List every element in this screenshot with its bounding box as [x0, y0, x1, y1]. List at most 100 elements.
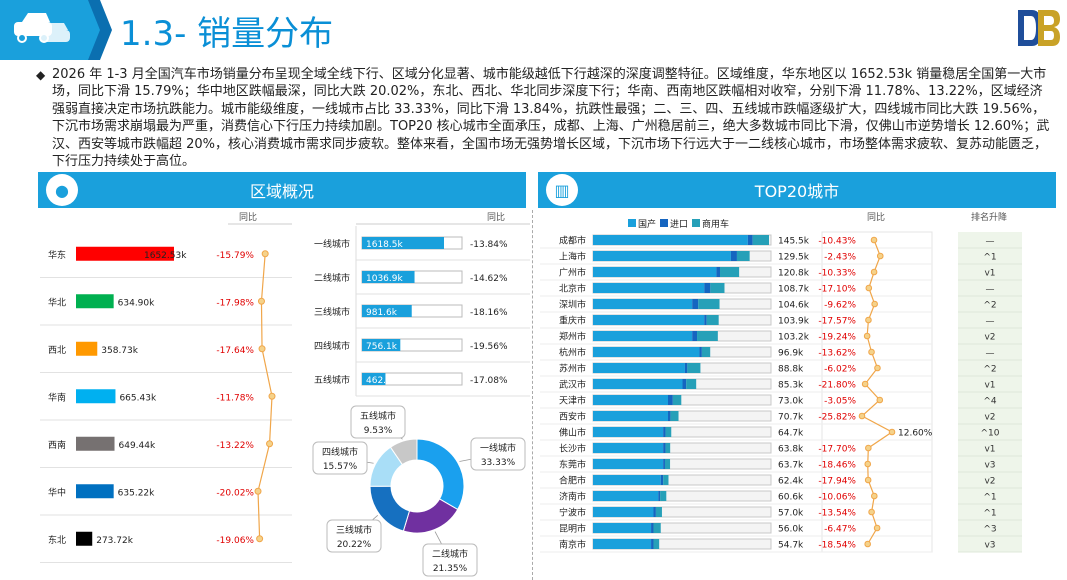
top20-rank-label: v1: [984, 445, 995, 455]
top20-yoy-label: -10.33%: [818, 269, 856, 279]
tier-bar: [362, 339, 401, 351]
top20-rank-label: —: [986, 317, 995, 327]
top20-city-label: 杭州市: [559, 347, 586, 359]
top20-yoy-point: [873, 524, 881, 532]
top20-bar-segment: [664, 459, 671, 469]
top20-city-label: 深圳市: [559, 299, 586, 311]
top20-yoy-label: -13.62%: [818, 349, 856, 359]
top20-total-label: 129.5k: [778, 253, 810, 263]
top20-yoy-label: -19.24%: [818, 333, 856, 343]
top20-total-label: 104.6k: [778, 301, 810, 311]
top20-yoy-point: [874, 364, 881, 372]
top20-total-label: 63.7k: [778, 461, 804, 471]
top20-bar-segment: [593, 363, 685, 373]
title-bar: [0, 0, 112, 60]
top20-rank-label: v2: [984, 333, 995, 343]
top20-city-label: 南京市: [559, 539, 586, 551]
china-map-icon: ●: [46, 174, 78, 206]
city-buildings-icon: ▥: [546, 174, 578, 206]
top20-total-label: 63.8k: [778, 445, 804, 455]
donut-slice: [389, 438, 418, 466]
top20-total-label: 85.3k: [778, 381, 804, 391]
top20-bar-segment: [651, 539, 654, 549]
logo: [1018, 10, 1060, 46]
top20-bar-segment: [684, 363, 688, 373]
tier-bar: [362, 237, 444, 249]
top20-yoy-label: -10.06%: [818, 493, 856, 503]
top20-rank-label: ^4: [983, 397, 997, 407]
top20-bar-segment: [593, 427, 664, 437]
top20-rank-label: ^2: [983, 365, 996, 375]
top20-yoy-label: -17.10%: [818, 285, 856, 295]
top20-city-label: 广州市: [559, 267, 586, 279]
tier-value-label: 981.6k: [366, 308, 398, 318]
region-category-label: 华中: [48, 486, 66, 498]
donut-category-label: 四线城市: [322, 446, 358, 458]
top20-legend-swatch: [692, 219, 700, 227]
region-value-label: 635.22k: [118, 488, 155, 498]
top20-bar-segment: [593, 379, 683, 389]
donut-callout-box: [312, 441, 368, 475]
top20-rank-label: ^1: [983, 493, 996, 503]
top20-bar-segment: [686, 379, 697, 389]
top20-bar-segment: [593, 539, 652, 549]
top20-city-label: 济南市: [559, 491, 586, 503]
top20-yoy-label: -3.05%: [824, 397, 856, 407]
top20-yoy-point: [888, 428, 896, 436]
top20-city-label: 北京市: [559, 283, 586, 295]
top20-bar-segment: [747, 235, 753, 245]
top20-legend-label: 商用车: [702, 218, 729, 230]
region-bar: [76, 294, 114, 309]
tier-value-label: 462.6k: [366, 376, 398, 386]
top20-total-label: 88.8k: [778, 365, 804, 375]
top20-bar-segment: [663, 475, 669, 485]
top20-total-label: 103.2k: [778, 333, 810, 343]
tier-yoy-label: -14.62%: [470, 274, 508, 284]
top20-total-label: 70.7k: [778, 413, 804, 423]
top20-bar-segment: [651, 523, 654, 533]
tier-yoy-label: -13.84%: [470, 240, 508, 250]
top20-bar-segment: [658, 491, 661, 501]
top20-bar-segment: [593, 347, 700, 357]
top20-city-label: 东莞市: [559, 459, 586, 471]
donut-slice: [416, 438, 465, 511]
top20-bar-segment: [667, 395, 673, 405]
top20-yoy-label: -10.43%: [818, 237, 856, 247]
top20-rank-label: ^1: [983, 253, 996, 263]
car-icon: [14, 13, 70, 43]
top20-rank-label: ^1: [983, 509, 996, 519]
tier-value-label: 1036.9k: [366, 274, 403, 284]
top20-city-label: 上海市: [559, 251, 586, 263]
region-value-label: 358.73k: [101, 346, 138, 356]
region-yoy-label: -13.22%: [216, 441, 254, 451]
top20-city-label: 西安市: [559, 411, 586, 423]
tier-bar: [362, 373, 386, 385]
top20-total-label: 57.0k: [778, 509, 804, 519]
top20-bar-segment: [663, 459, 665, 469]
top20-yoy-point: [868, 348, 875, 356]
top20-bar-segment: [660, 491, 667, 501]
top20-yoy-label: -18.46%: [818, 461, 856, 471]
donut-value-label: 21.35%: [433, 564, 468, 574]
top20-yoy-point: [861, 380, 869, 388]
top20-yoy-label-positive: 12.60%: [898, 429, 933, 439]
top20-bar-segment: [653, 539, 660, 549]
tier-value-label: 1618.5k: [366, 240, 403, 250]
top20-city-label: 佛山市: [559, 427, 586, 439]
top20-bar-segment: [701, 347, 711, 357]
region-bar: [76, 484, 114, 499]
top20-rank-header: 排名升降: [971, 211, 1007, 223]
tier-category-label: 二线城市: [314, 272, 350, 284]
top20-bar-segment: [593, 411, 668, 421]
donut-category-label: 五线城市: [360, 410, 396, 422]
top20-yoy-point: [870, 236, 878, 244]
region-yoy-label: -20.02%: [216, 488, 254, 498]
donut-callout-box: [326, 519, 382, 553]
top20-bar-segment: [698, 299, 720, 309]
region-category-label: 西北: [48, 345, 66, 356]
top20-bar-segment: [593, 507, 654, 517]
top20-yoy-point: [864, 540, 871, 548]
top20-total-label: 108.7k: [778, 285, 810, 295]
region-yoy-label: -11.78%: [216, 393, 254, 403]
summary-bullet: ◆: [36, 68, 46, 82]
